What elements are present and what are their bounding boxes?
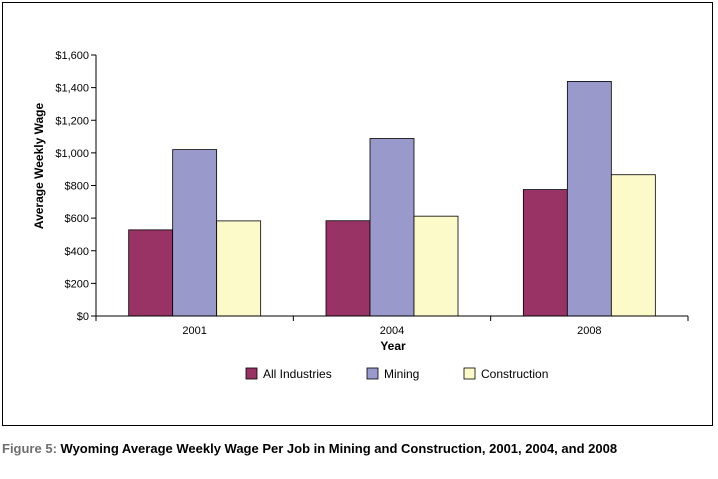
bar-all-industries-2008 — [522, 189, 568, 317]
bars — [128, 81, 656, 317]
bar-mining-2008 — [566, 81, 612, 317]
chart-frame: $0 $200 $400 $600 $800 $1,000 $1,200 $1,400 $1,6… — [2, 2, 713, 426]
x-tick-label: 2001 — [182, 325, 206, 337]
y-tick-label: $1,600 — [55, 50, 89, 62]
bar-chart: $0 $200 $400 $600 $800 $1,000 $1,200 $1,400 $1,6… — [32, 50, 689, 381]
bar-construction-2008 — [610, 174, 656, 317]
legend: All Industries Mining Construction — [245, 367, 548, 381]
y-tick-label: $400 — [65, 246, 89, 258]
y-tick-label: $800 — [65, 181, 89, 193]
legend-label: All Industries — [263, 367, 332, 381]
y-tick-label: $200 — [65, 278, 89, 290]
x-tick-label: 2008 — [577, 325, 601, 337]
y-axis-title: Average Weekly Wage — [32, 103, 46, 230]
x-tick-label: 2004 — [380, 325, 404, 337]
y-tick-label: $1,200 — [55, 115, 89, 127]
legend-label: Mining — [384, 367, 419, 381]
bar-mining-2001 — [172, 149, 218, 317]
y-axis-ticks: $0 $200 $400 $600 $800 $1,000 $1,200 $1,400 $1,6… — [55, 50, 96, 323]
bar-mining-2004 — [369, 138, 415, 317]
legend-swatch — [366, 367, 379, 380]
y-tick-label: $0 — [77, 311, 89, 323]
bar-all-industries-2004 — [325, 220, 371, 317]
caption-lead: Figure 5: — [2, 441, 57, 456]
legend-swatch — [463, 367, 476, 380]
y-tick-label: $1,400 — [55, 83, 89, 95]
bar-all-industries-2001 — [128, 229, 174, 317]
x-axis-title: Year — [380, 339, 406, 353]
legend-label: Construction — [481, 367, 548, 381]
axes — [95, 55, 688, 317]
caption-text: Wyoming Average Weekly Wage Per Job in M… — [60, 441, 618, 456]
y-tick-label: $600 — [65, 213, 89, 225]
legend-swatch — [245, 367, 258, 380]
figure-caption: Figure 5: Wyoming Average Weekly Wage Pe… — [2, 441, 617, 456]
y-tick-label: $1,000 — [55, 148, 89, 160]
bar-construction-2004 — [413, 215, 459, 317]
x-axis-ticks: 2001 2004 2008 — [95, 316, 689, 337]
bar-construction-2001 — [216, 220, 262, 317]
